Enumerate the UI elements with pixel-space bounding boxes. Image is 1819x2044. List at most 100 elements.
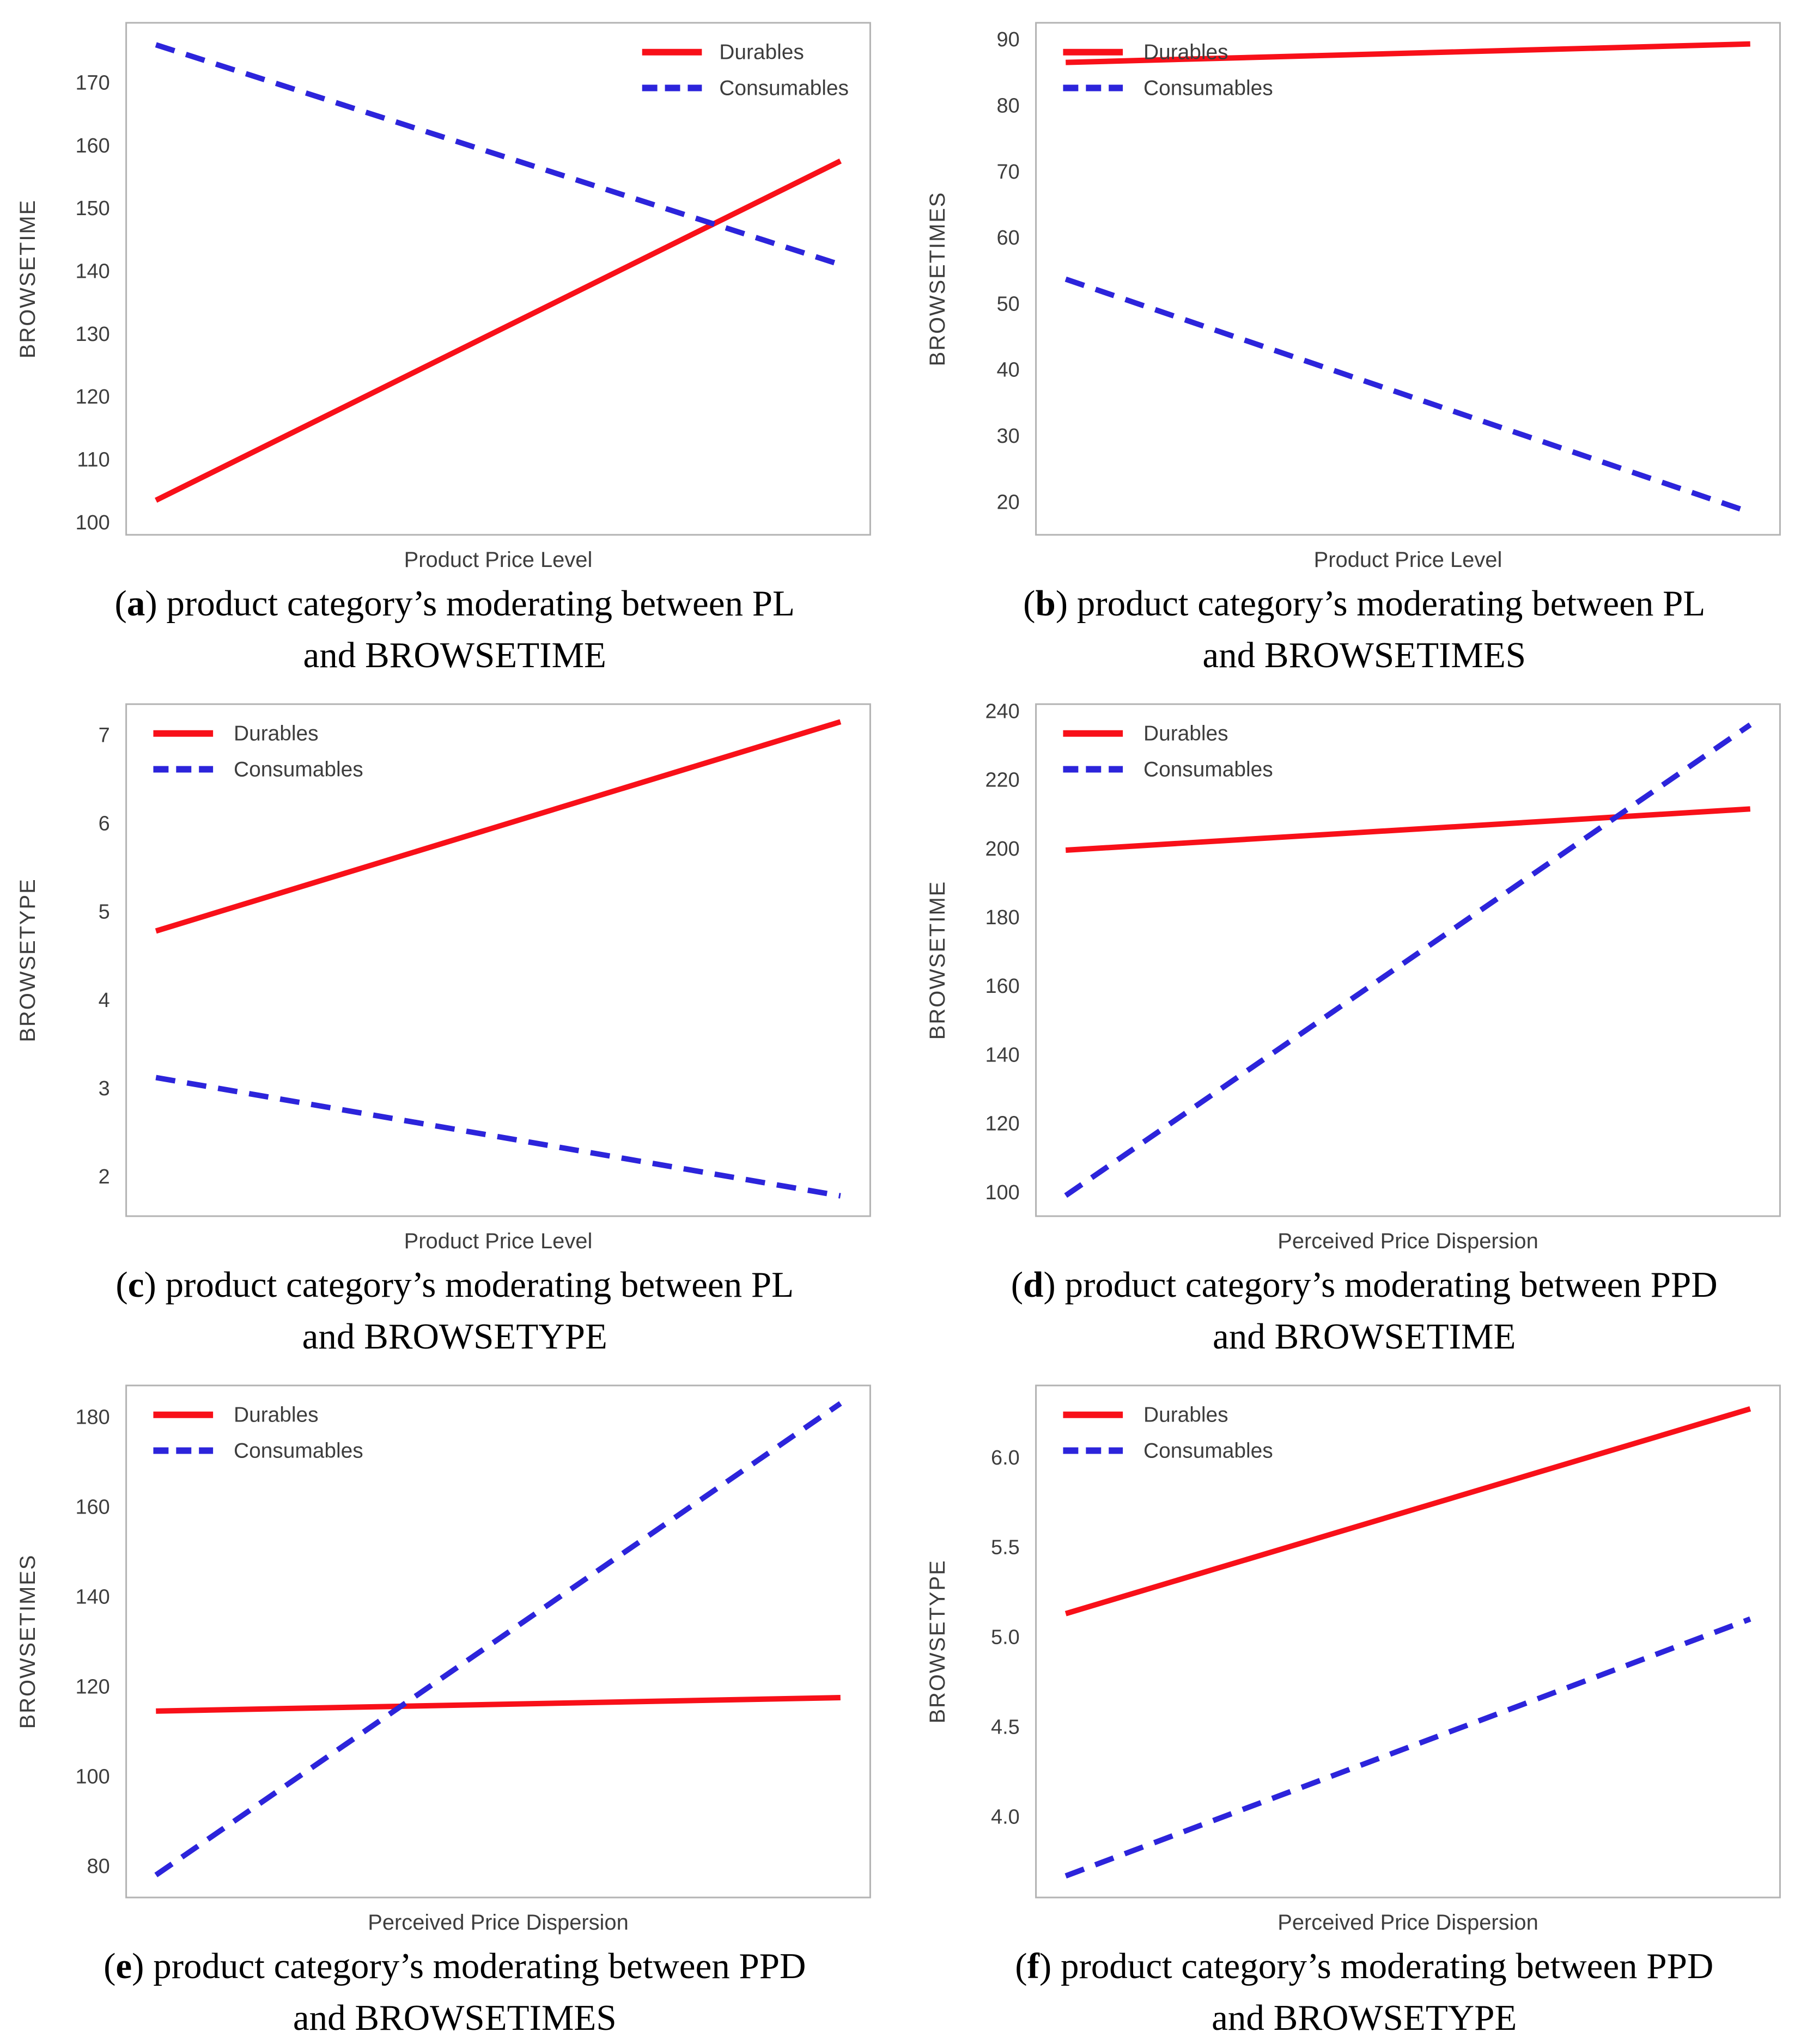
y-tick-label: 180 — [75, 1406, 109, 1429]
y-tick-label: 50 — [996, 292, 1019, 315]
caption-d: (d) product category’s moderating betwee… — [1011, 1259, 1718, 1363]
durables-line — [1065, 806, 1750, 853]
panel-d: 100 120 140 160 180 200 220 240 BROWSETIME Percei… — [910, 681, 1819, 1363]
y-tick-label: 160 — [75, 135, 109, 157]
durables-line — [1065, 41, 1750, 65]
legend-label-consumables: Consumables — [719, 76, 849, 100]
legend: Durables Consumables — [642, 41, 849, 100]
y-tick-label: 5 — [99, 901, 110, 924]
y-tick-label: 100 — [75, 511, 109, 534]
y-tick-label: 120 — [985, 1113, 1019, 1136]
durables-line — [155, 158, 842, 503]
plot-border — [125, 703, 871, 1217]
caption-line1: (b) product category’s moderating betwee… — [1023, 583, 1706, 624]
y-tick-label: 4.5 — [991, 1716, 1020, 1739]
caption-line1: (d) product category’s moderating betwee… — [1011, 1264, 1718, 1305]
panel-c: 2 3 4 5 6 7 BROWSETYPE Product Price Level Durab… — [0, 681, 910, 1363]
x-axis-label: Perceived Price Dispersion — [1277, 1229, 1538, 1253]
y-tick-label: 40 — [996, 359, 1019, 382]
consumables-line — [155, 1075, 841, 1199]
y-tick-label: 20 — [996, 491, 1019, 514]
caption-b: (b) product category’s moderating betwee… — [1023, 578, 1705, 681]
chart-b: 20 30 40 50 60 70 80 90 BROWSETIMES Product Price… — [926, 22, 1781, 572]
caption-line2: and BROWSETYPE — [302, 1316, 607, 1357]
y-tick-label: 80 — [996, 94, 1019, 117]
y-tick-label: 180 — [985, 906, 1019, 929]
x-axis-label: Perceived Price Dispersion — [1277, 1911, 1538, 1935]
chart-a: 100 110 120 130 140 150 160 170 BROWSETIME Produc… — [16, 22, 871, 572]
y-tick-label: 240 — [985, 700, 1019, 723]
y-tick-label: 7 — [99, 724, 110, 747]
y-tick-label: 100 — [75, 1765, 109, 1788]
x-axis-label: Perceived Price Dispersion — [368, 1911, 629, 1935]
plot-border — [1035, 22, 1781, 536]
plot-border — [1035, 1384, 1781, 1899]
legend-label-durables: Durables — [234, 1404, 319, 1427]
caption-c: (c) product category’s moderating betwee… — [115, 1259, 794, 1363]
legend-label-consumables: Consumables — [234, 1439, 363, 1462]
caption-line2: and BROWSETYPE — [1212, 1997, 1517, 2038]
caption-line1: (a) product category’s moderating betwee… — [114, 583, 795, 624]
y-tick-label: 220 — [985, 769, 1019, 792]
chart-e: 80 100 120 140 160 180 BROWSETIMES Perceived Pr… — [16, 1384, 871, 1935]
caption-line2: and BROWSETIME — [1213, 1316, 1516, 1357]
y-tick-label: 160 — [75, 1496, 109, 1518]
legend-label-consumables: Consumables — [1143, 1439, 1273, 1462]
plot-border — [125, 22, 871, 536]
caption-line1: (e) product category’s moderating betwee… — [104, 1945, 806, 1986]
legend: Durables Consumables — [1062, 722, 1273, 781]
caption-line1: (f) product category’s moderating betwee… — [1015, 1945, 1714, 1986]
y-tick-label: 200 — [985, 838, 1019, 861]
y-tick-label: 110 — [77, 449, 109, 472]
y-tick-label: 100 — [985, 1181, 1019, 1204]
y-tick-label: 170 — [75, 71, 109, 94]
y-tick-label: 70 — [996, 161, 1019, 184]
consumables-line — [1064, 276, 1751, 515]
y-tick-label: 90 — [996, 28, 1019, 51]
y-axis-label: BROWSETYPE — [16, 878, 40, 1042]
y-tick-label: 5.0 — [991, 1626, 1020, 1649]
y-tick-label: 4 — [99, 989, 110, 1012]
legend-label-durables: Durables — [1143, 722, 1228, 746]
y-tick-label: 140 — [75, 260, 109, 283]
panel-e: 80 100 120 140 160 180 BROWSETIMES Perceived Pr… — [0, 1363, 910, 2044]
y-tick-label: 120 — [75, 386, 109, 408]
consumables-line — [1064, 1616, 1751, 1879]
caption-line2: and BROWSETIMES — [1202, 634, 1526, 675]
y-tick-label: 4.0 — [991, 1806, 1020, 1829]
y-tick-label: 6.0 — [991, 1447, 1020, 1469]
caption-line2: and BROWSETIME — [303, 634, 606, 675]
panel-f: 4.0 4.5 5.0 5.5 6.0 BROWSETYPE Perceived Price… — [910, 1363, 1819, 2044]
durables-line — [1064, 1406, 1751, 1616]
durables-line — [156, 1695, 841, 1714]
consumables-line — [155, 42, 842, 267]
chart-d: 100 120 140 160 180 200 220 240 BROWSETIME Percei… — [926, 700, 1781, 1253]
y-tick-label: 3 — [99, 1077, 110, 1100]
y-axis-label: BROWSETIME — [16, 199, 40, 358]
y-axis-label: BROWSETYPE — [926, 1559, 950, 1723]
panel-b: 20 30 40 50 60 70 80 90 BROWSETIMES Product Price… — [910, 0, 1819, 681]
legend: Durables Consumables — [1062, 1404, 1273, 1462]
caption-line1: (c) product category’s moderating betwee… — [115, 1264, 794, 1305]
durables-line — [155, 719, 842, 934]
y-tick-label: 150 — [75, 197, 109, 220]
y-tick-label: 60 — [996, 227, 1019, 249]
y-tick-label: 140 — [75, 1585, 109, 1608]
legend-label-consumables: Consumables — [1143, 76, 1273, 100]
legend: Durables Consumables — [153, 722, 363, 781]
y-tick-label: 120 — [75, 1675, 109, 1698]
chart-c: 2 3 4 5 6 7 BROWSETYPE Product Price Level Durab… — [16, 703, 871, 1253]
consumables-line — [1063, 722, 1752, 1198]
y-tick-label: 2 — [99, 1166, 110, 1188]
y-tick-label: 80 — [87, 1855, 110, 1878]
y-tick-label: 6 — [99, 813, 110, 835]
caption-a: (a) product category’s moderating betwee… — [115, 578, 795, 681]
legend-label-durables: Durables — [234, 722, 319, 746]
caption-f: (f) product category’s moderating betwee… — [1015, 1941, 1713, 2044]
caption-line2: and BROWSETIMES — [293, 1997, 617, 2038]
x-axis-label: Product Price Level — [404, 548, 593, 572]
legend-label-durables: Durables — [1143, 41, 1228, 64]
y-axis-label: BROWSETIMES — [16, 1554, 40, 1729]
x-axis-label: Product Price Level — [1313, 548, 1502, 572]
